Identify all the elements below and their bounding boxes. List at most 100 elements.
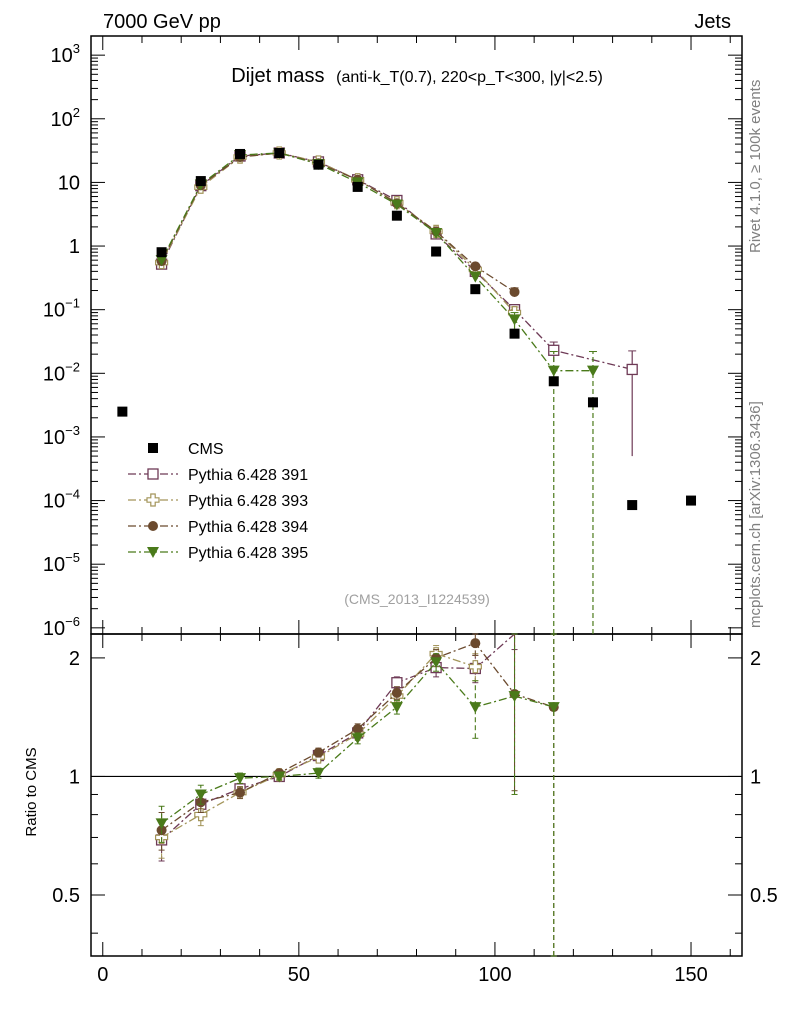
data-point-marker (508, 691, 521, 703)
data-point-marker (352, 181, 363, 192)
tick-base: 10 (43, 363, 65, 385)
data-point-marker (626, 363, 638, 376)
main-data-layer (117, 146, 697, 634)
legend: CMS Pythia 6.428 391 Pythia 6.428 393 Pythi… (128, 441, 308, 562)
tick-base: 10 (43, 554, 65, 576)
tick-base: 10 (43, 491, 65, 513)
tick-exponent: 2 (73, 105, 80, 120)
data-point-marker (391, 677, 403, 689)
data-point-marker (470, 261, 481, 272)
tick-base: 10 (43, 300, 65, 322)
energy-label: 7000 GeV pp (103, 11, 221, 33)
chart-title-group: Dijet mass (anti-k_T(0.7), 220<p_T<300, … (231, 65, 603, 87)
data-point-marker (234, 773, 247, 785)
data-point-marker (509, 328, 520, 339)
data-point-marker (469, 702, 482, 714)
tick-base: 10 (58, 172, 80, 194)
data-point-marker (430, 657, 443, 669)
ratio-panel-frame (90, 633, 743, 957)
ratio-line-1 (161, 633, 515, 841)
data-point-marker (547, 365, 560, 377)
data-point-marker (156, 247, 167, 258)
tick-exponent: −4 (65, 487, 80, 502)
ratio-line-4 (161, 661, 554, 824)
main-y-tick-label: 1 (69, 236, 80, 258)
series-line-4 (161, 152, 593, 372)
data-point-marker (587, 397, 598, 408)
tick-exponent: −6 (65, 614, 80, 629)
ratio-y-tick-label: 2 (69, 648, 80, 670)
x-tick-label: 100 (478, 964, 511, 986)
data-point-marker (686, 495, 697, 506)
data-point-marker (509, 286, 520, 297)
data-point-marker (586, 365, 599, 377)
tick-base: 10 (51, 45, 73, 67)
data-point-marker (155, 255, 168, 267)
x-tick-label: 150 (674, 964, 707, 986)
data-point-marker (469, 271, 482, 283)
data-point-marker (627, 500, 638, 511)
data-point-marker (117, 406, 128, 417)
data-point-marker (273, 771, 286, 783)
x-tick-label: 0 (97, 964, 108, 986)
data-point-marker (430, 228, 443, 240)
main-y-tick-label: 10−3 (43, 423, 80, 449)
data-point-marker (195, 176, 206, 187)
chart-subtitle: (anti-k_T(0.7), 220<p_T<300, |y|<2.5) (336, 69, 603, 86)
main-y-tick-label: 103 (51, 41, 80, 67)
data-point-marker (390, 199, 403, 211)
tick-exponent: −2 (65, 359, 80, 374)
legend-label: Pythia 6.428 391 (188, 467, 308, 484)
ratio-line-3 (161, 642, 554, 831)
data-point-marker (508, 314, 521, 326)
data-point-marker (148, 521, 158, 531)
main-y-tick-label: 10−6 (43, 614, 80, 640)
data-point-marker (470, 638, 481, 649)
series-line-2 (161, 152, 516, 314)
tick-base: 10 (43, 427, 65, 449)
ratio-y-tick-label-right: 0.5 (750, 885, 778, 907)
data-point-marker (548, 344, 560, 356)
data-point-marker (312, 768, 325, 780)
main-y-tick-label: 10 (58, 172, 80, 194)
data-point-marker (470, 284, 481, 295)
data-point-marker (352, 723, 363, 734)
ratio-y-tick-label: 0.5 (52, 885, 80, 907)
ratio-line-2 (161, 652, 476, 839)
main-y-tick-label: 10−5 (43, 550, 80, 576)
data-point-marker (548, 376, 559, 387)
tick-exponent: 3 (73, 41, 80, 56)
data-point-marker (147, 468, 159, 480)
ratio-data-layer (154, 633, 560, 957)
data-point-marker (155, 818, 168, 830)
tick-base: 10 (51, 109, 73, 131)
rivet-version-label: Rivet 4.1.0, ≥ 100k events (747, 80, 764, 253)
data-point-marker (146, 493, 160, 507)
analysis-watermark: (CMS_2013_I1224539) (344, 591, 490, 607)
data-point-marker (235, 148, 246, 159)
process-label: Jets (694, 11, 731, 33)
data-point-marker (313, 159, 324, 170)
data-point-marker (148, 443, 158, 453)
tick-base: 1 (69, 236, 80, 258)
legend-label: Pythia 6.428 393 (188, 493, 308, 510)
main-y-tick-label: 102 (51, 105, 80, 131)
ratio-y-tick-label-right: 1 (750, 766, 761, 788)
chart-title: Dijet mass (231, 65, 324, 87)
data-point-marker (391, 210, 402, 221)
legend-label: CMS (188, 441, 224, 458)
tick-exponent: −1 (65, 296, 80, 311)
tick-base: 10 (43, 618, 65, 640)
data-point-marker (235, 787, 246, 798)
axes-layer: 0 50 100 15010310210110−110−210−310−410−510… (43, 35, 778, 986)
series-line-1 (161, 152, 633, 371)
mcplots-credit-label: mcplots.cern.ch [arXiv:1306.3436] (747, 401, 764, 628)
legend-label: Pythia 6.428 395 (188, 545, 308, 562)
data-point-marker (147, 547, 159, 558)
ratio-y-tick-label-right: 2 (750, 648, 761, 670)
ratio-y-tick-label: 1 (69, 766, 80, 788)
data-point-marker (547, 702, 560, 714)
data-point-marker (391, 687, 402, 698)
ratio-axis-label: Ratio to CMS (23, 747, 40, 836)
